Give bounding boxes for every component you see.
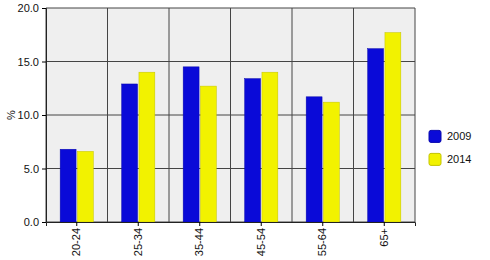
bar: [262, 72, 278, 222]
bar: [368, 49, 384, 222]
x-tick-mark: [199, 222, 200, 226]
bars: [60, 33, 401, 222]
x-tick-mark: [76, 222, 77, 226]
x-tick: 35-44: [193, 222, 205, 256]
y-axis-line: [42, 9, 47, 223]
x-tick-mark: [138, 222, 139, 226]
grid-line-vertical: [292, 8, 293, 222]
bar: [122, 84, 138, 222]
grid-line-vertical: [107, 8, 108, 222]
x-tick-label: 65+: [378, 228, 390, 247]
bar: [306, 97, 322, 222]
bar: [77, 151, 93, 222]
y-tick-mark: [42, 222, 46, 223]
legend-swatch: [429, 153, 441, 165]
legend: 2009 2014: [429, 130, 471, 165]
y-tick: 5.0: [24, 163, 46, 175]
bar: [183, 67, 199, 222]
x-axis-line: [47, 223, 416, 227]
x-tick-label: 55-64: [316, 228, 328, 256]
y-tick-mark: [42, 115, 46, 116]
y-tick-mark: [42, 169, 46, 170]
grid: [46, 8, 415, 222]
x-tick: 65+: [378, 222, 390, 247]
legend-label: 2014: [447, 153, 471, 165]
plot: 0.0 5.0 10.0 15.0 20.0 20-24 25-34 35-44 45-54 55…: [18, 2, 416, 256]
legend-label: 2009: [447, 130, 471, 142]
bar: [323, 102, 339, 222]
grid-line-vertical: [169, 8, 170, 222]
grid-line-vertical: [415, 8, 416, 222]
chart-svg: 0.0 5.0 10.0 15.0 20.0 20-24 25-34 35-44 45-54 55…: [0, 0, 490, 260]
y-tick-label: 0.0: [24, 216, 39, 228]
y-axis: 0.0 5.0 10.0 15.0 20.0: [18, 2, 47, 228]
y-axis-title: %: [5, 110, 17, 120]
bar: [385, 33, 401, 222]
bar: [200, 86, 216, 222]
y-tick: 0.0: [24, 216, 46, 228]
x-tick-label: 45-54: [255, 228, 267, 256]
x-tick-mark: [384, 222, 385, 226]
y-tick-label: 5.0: [24, 163, 39, 175]
plot-background: [46, 8, 415, 222]
x-tick: 25-34: [132, 222, 144, 256]
grid-line-vertical: [230, 8, 231, 222]
y-tick-mark: [42, 8, 46, 9]
bar: [60, 149, 76, 222]
bar: [139, 72, 155, 222]
x-tick: 20-24: [70, 222, 82, 256]
x-tick: 55-64: [316, 222, 328, 256]
y-tick-label: 20.0: [18, 2, 39, 14]
grid-line-vertical: [353, 8, 354, 222]
x-tick-mark: [322, 222, 323, 226]
legend-swatch: [429, 130, 441, 142]
chart-container: 0.0 5.0 10.0 15.0 20.0 20-24 25-34 35-44 45-54 55…: [0, 0, 490, 260]
y-tick: 10.0: [18, 109, 46, 121]
y-tick-label: 15.0: [18, 56, 39, 68]
x-tick: 45-54: [255, 222, 267, 256]
x-tick-label: 25-34: [132, 228, 144, 256]
x-axis: 20-24 25-34 35-44 45-54 55-64 65+: [47, 222, 416, 256]
y-tick: 20.0: [18, 2, 46, 14]
x-tick-label: 20-24: [70, 228, 82, 256]
bar: [245, 79, 261, 222]
y-tick: 15.0: [18, 56, 46, 68]
y-tick-label: 10.0: [18, 109, 39, 121]
x-tick-mark: [261, 222, 262, 226]
y-tick-mark: [42, 62, 46, 63]
x-tick-label: 35-44: [193, 228, 205, 256]
